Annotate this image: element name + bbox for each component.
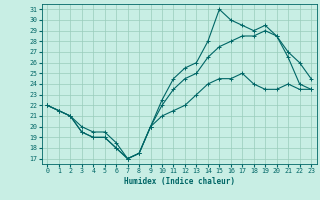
X-axis label: Humidex (Indice chaleur): Humidex (Indice chaleur) bbox=[124, 177, 235, 186]
